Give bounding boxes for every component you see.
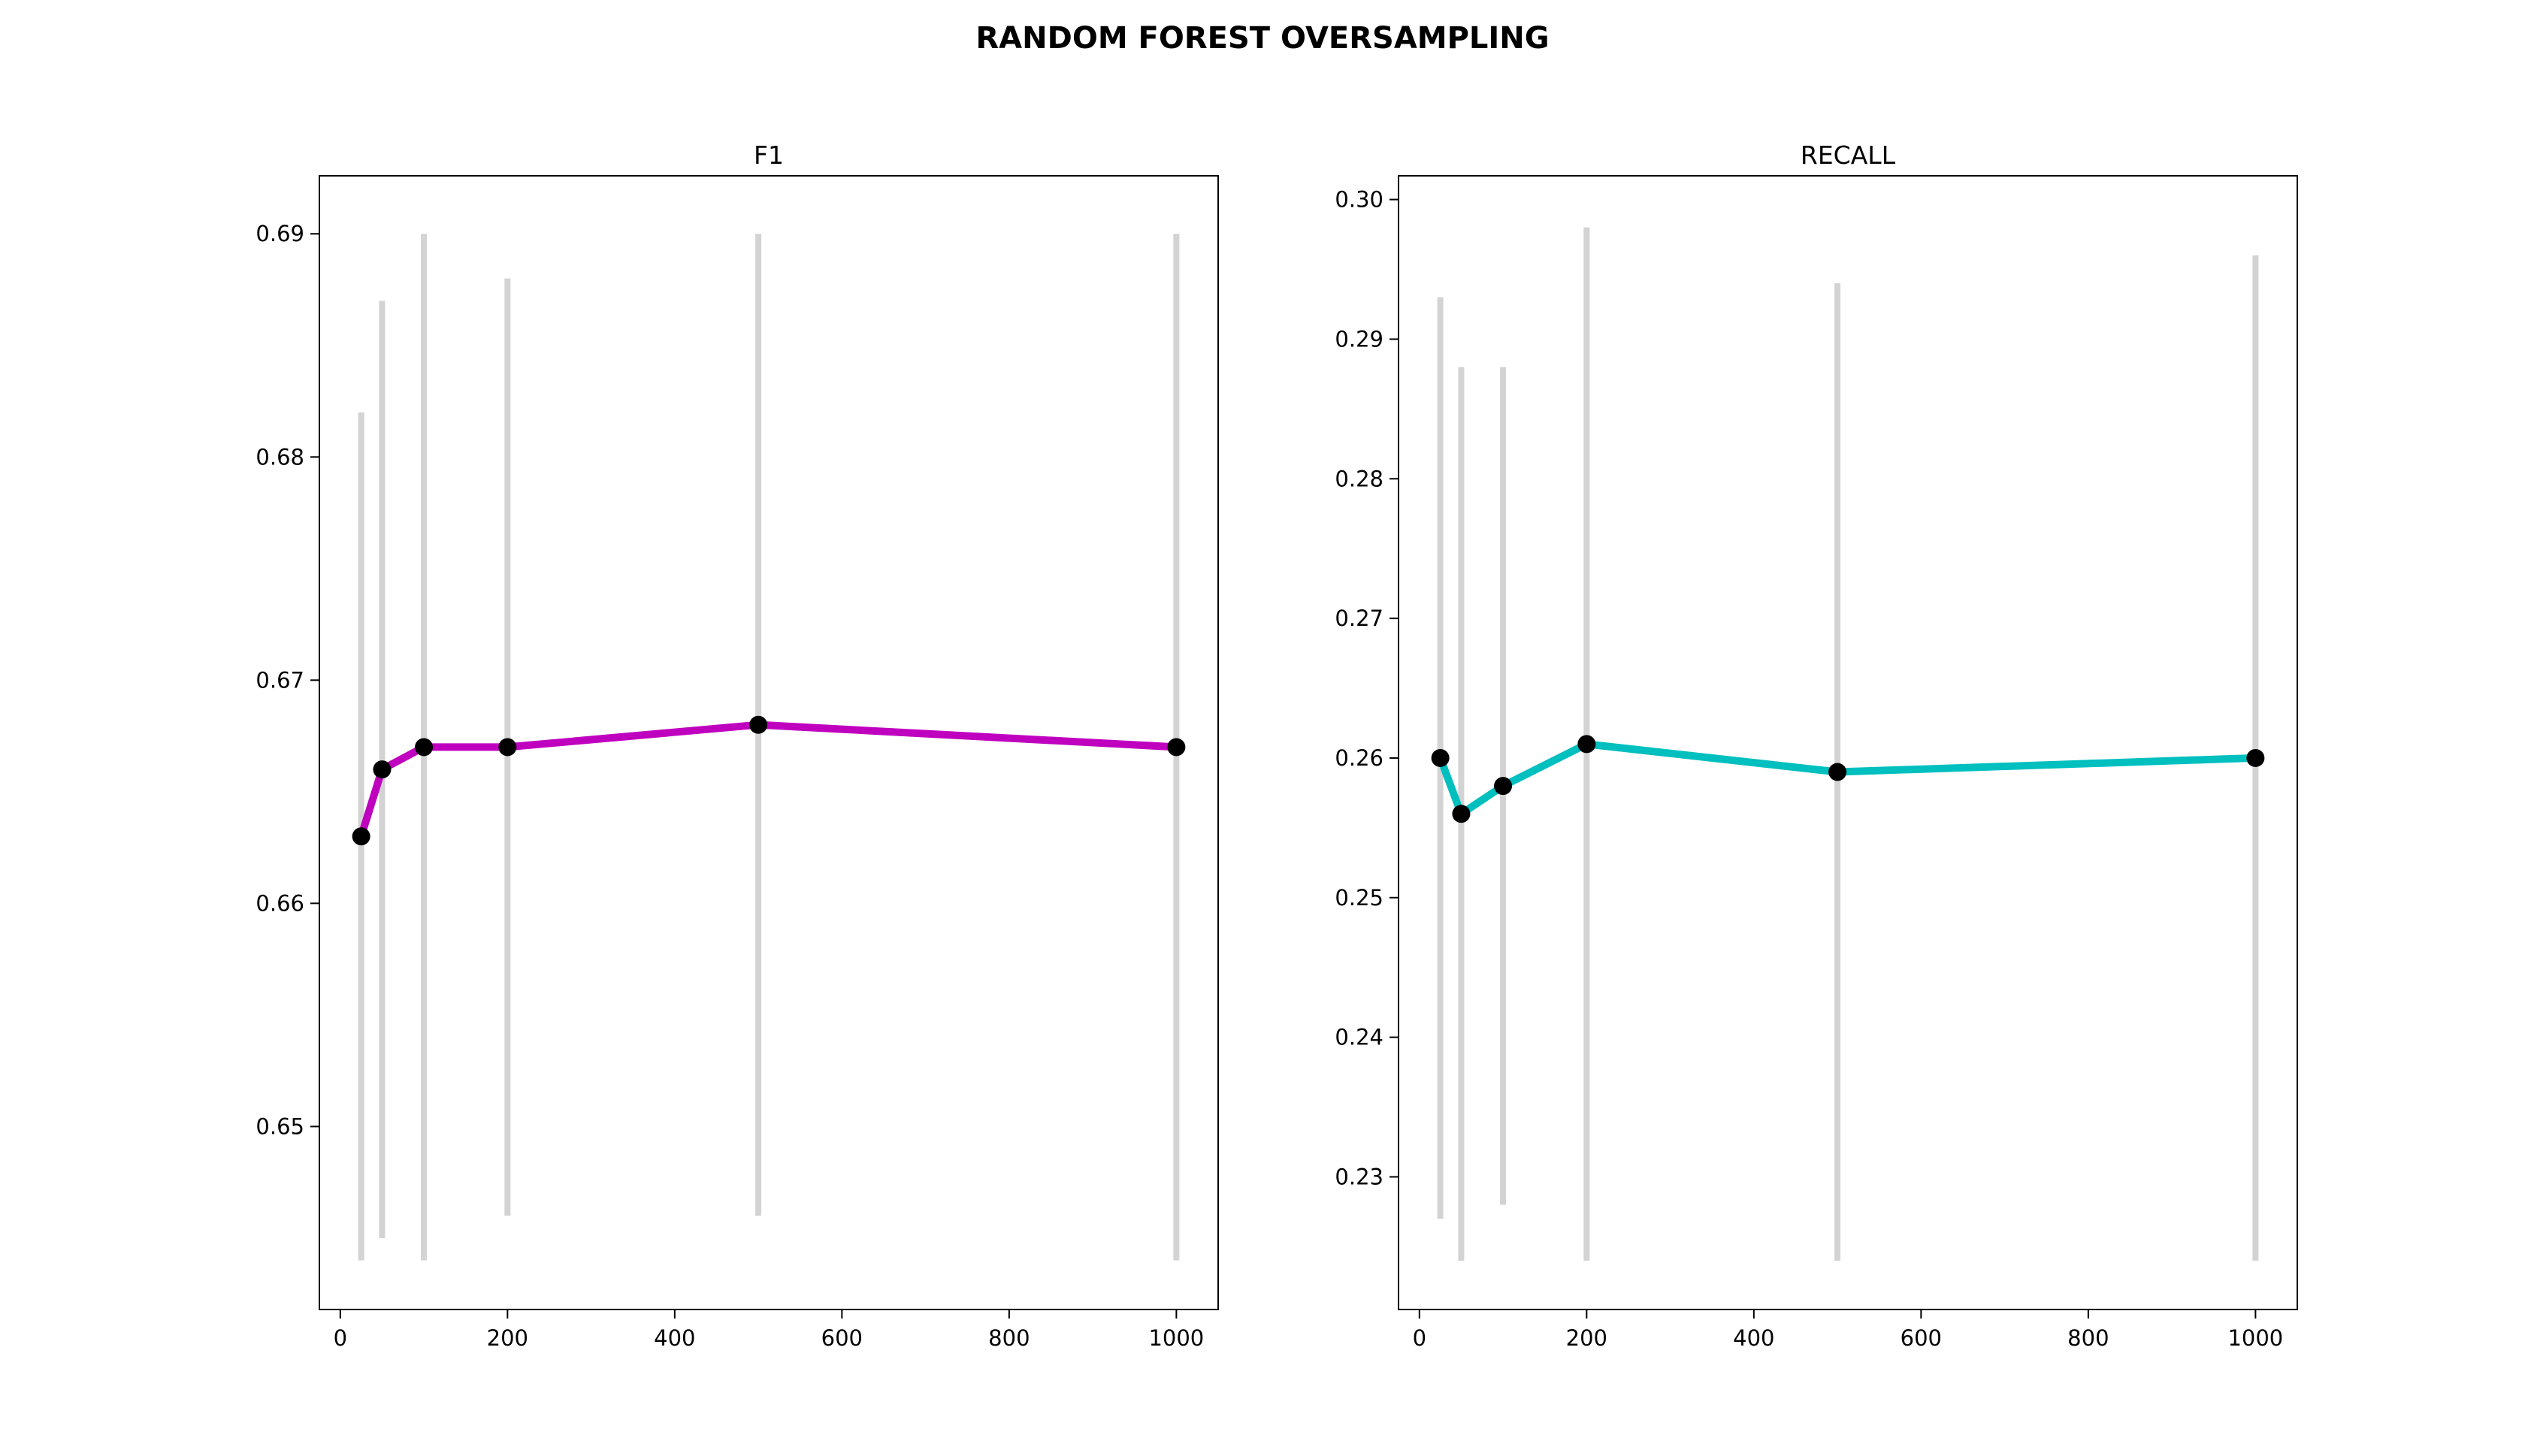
data-point-recall-25 xyxy=(1431,748,1450,767)
x-tick-label-recall-1000: 1000 xyxy=(2227,1325,2283,1351)
y-tick-label-recall-7: 0.30 xyxy=(1335,187,1383,213)
data-point-recall-200 xyxy=(1577,735,1596,754)
y-tick-label-f1-1: 0.66 xyxy=(256,890,304,916)
y-tick-label-recall-3: 0.26 xyxy=(1335,745,1383,771)
y-tick-label-recall-6: 0.29 xyxy=(1335,326,1383,352)
figure-title: RANDOM FOREST OVERSAMPLING xyxy=(975,21,1550,56)
x-tick-label-recall-800: 800 xyxy=(2067,1325,2109,1351)
y-tick-label-recall-4: 0.27 xyxy=(1335,606,1383,631)
data-point-f1-500 xyxy=(749,715,768,734)
x-tick-label-f1-200: 200 xyxy=(487,1325,528,1351)
x-tick-label-recall-0: 0 xyxy=(1413,1325,1426,1351)
data-point-f1-200 xyxy=(498,738,517,757)
x-tick-label-recall-400: 400 xyxy=(1733,1325,1774,1351)
data-point-recall-50 xyxy=(1452,805,1471,823)
panel-title-recall: RECALL xyxy=(1801,140,1896,170)
y-tick-label-recall-2: 0.25 xyxy=(1335,885,1383,911)
series-line-f1 xyxy=(357,720,1181,841)
axes-frame-f1 xyxy=(319,175,1219,1310)
data-point-recall-1000 xyxy=(2246,748,2265,767)
x-tick-label-recall-600: 600 xyxy=(1901,1325,1942,1351)
series-line-recall xyxy=(1436,740,2260,818)
data-point-f1-50 xyxy=(373,760,392,779)
x-tick-label-f1-800: 800 xyxy=(988,1325,1030,1351)
panel-f1: F1 0 200 400 600 800 1000 0.65 0.66 0.67 0.68 0.69 xyxy=(256,140,1219,1351)
data-point-recall-500 xyxy=(1828,763,1847,781)
axes-frame-recall xyxy=(1398,175,2298,1310)
y-tick-label-recall-1: 0.24 xyxy=(1335,1025,1383,1050)
y-tick-label-f1-4: 0.69 xyxy=(256,221,304,246)
panel-recall: RECALL 0 200 400 600 800 1000 0.23 0.24 0.25 0.26 0… xyxy=(1335,140,2298,1351)
y-tick-label-recall-5: 0.28 xyxy=(1335,466,1383,491)
x-tick-label-f1-600: 600 xyxy=(821,1325,863,1351)
y-tick-label-f1-2: 0.67 xyxy=(256,667,304,693)
data-point-f1-100 xyxy=(415,738,434,757)
data-point-f1-1000 xyxy=(1167,738,1186,757)
data-point-f1-25 xyxy=(352,827,370,846)
y-tick-label-recall-0: 0.23 xyxy=(1335,1164,1383,1189)
y-tick-label-f1-0: 0.65 xyxy=(256,1113,304,1139)
x-tick-label-recall-200: 200 xyxy=(1566,1325,1607,1351)
panel-title-f1: F1 xyxy=(754,140,784,170)
data-point-recall-100 xyxy=(1494,777,1513,796)
x-tick-label-f1-400: 400 xyxy=(654,1325,695,1351)
y-tick-label-f1-3: 0.68 xyxy=(256,444,304,470)
x-tick-label-f1-1000: 1000 xyxy=(1148,1325,1204,1351)
x-tick-label-f1-0: 0 xyxy=(334,1325,347,1351)
